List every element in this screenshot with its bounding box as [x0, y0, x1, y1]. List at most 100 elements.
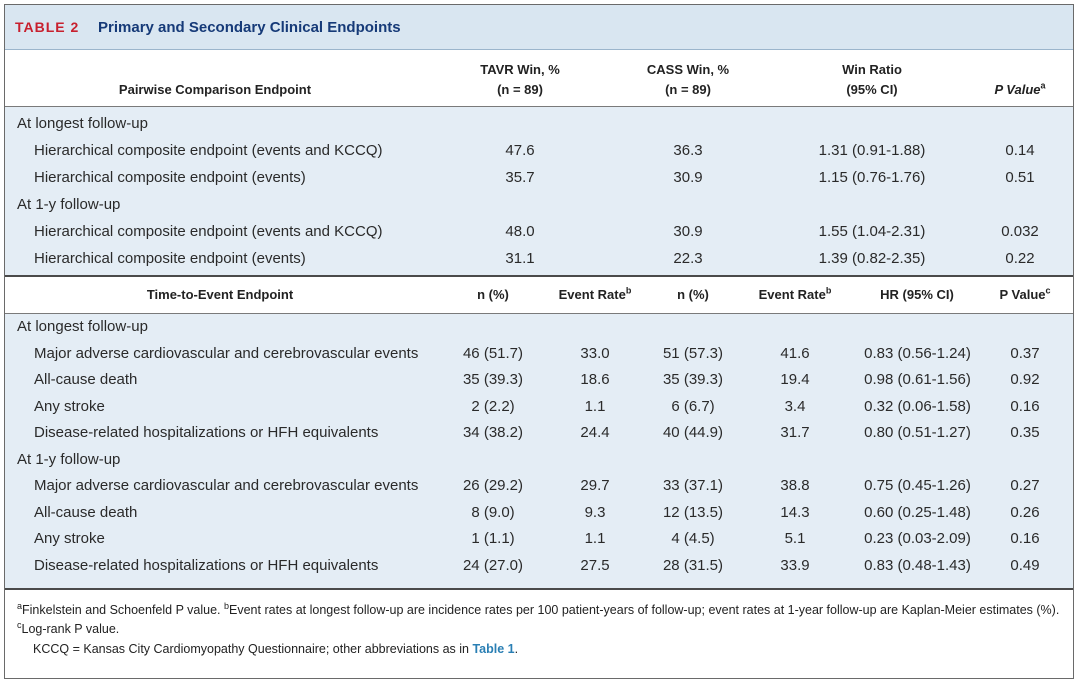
- cell-n2: 33 (37.1): [662, 477, 724, 494]
- pairwise-p-header: P Valuea: [985, 80, 1055, 100]
- cell-p: 0.37: [1010, 344, 1040, 362]
- cell-r1: 1.1: [584, 530, 606, 547]
- table-row: Major adverse cardiovascular and cerebro…: [5, 473, 1073, 499]
- win-ratio-header-line2: (95% CI): [846, 82, 898, 97]
- cell-r2: 19.4: [780, 371, 810, 388]
- tavr-rate-header: Event Rateb: [545, 285, 645, 305]
- cell-n2: 40 (44.9): [662, 424, 724, 441]
- endpoint-label: Hierarchical composite endpoint (events): [34, 169, 306, 186]
- cell-cass: 36.3: [673, 142, 703, 159]
- cell-r1: 9.3: [584, 503, 606, 521]
- cell-r2: 5.1: [784, 530, 806, 547]
- cell-n1: 35 (39.3): [462, 371, 524, 388]
- cell-tavr: 47.6: [505, 142, 535, 159]
- cell-n2: 4 (4.5): [671, 530, 715, 547]
- cass-win-header: CASS Win, % (n = 89): [613, 60, 763, 100]
- hr-header: HR (95% CI): [880, 287, 954, 302]
- footnote-a-text: Finkelstein and Schoenfeld P value.: [22, 603, 224, 617]
- cell-tavr: 48.0: [505, 223, 535, 240]
- win-ratio-header: Win Ratio (95% CI): [797, 60, 947, 100]
- cell-r2: 3.4: [784, 397, 806, 415]
- footnotes: aFinkelstein and Schoenfeld P value. bEv…: [17, 601, 1067, 639]
- cell-n1: 24 (27.0): [462, 556, 524, 574]
- cell-cass: 30.9: [673, 169, 703, 186]
- footnote-a-marker: a: [17, 600, 23, 611]
- cass-rate-header-sup: b: [825, 285, 832, 296]
- table-row: Major adverse cardiovascular and cerebro…: [5, 341, 1073, 367]
- cell-p: 0.51: [1005, 169, 1035, 186]
- cass-win-header-line2: (n = 89): [665, 82, 711, 97]
- cell-n2: 35 (39.3): [662, 371, 724, 388]
- footnote-c-text: Log-rank P value.: [21, 622, 120, 636]
- footnote-c-marker: c: [17, 619, 22, 630]
- table-row: All-cause death 35 (39.3) 18.6 35 (39.3) 19.…: [5, 367, 1073, 393]
- cell-n1: 34 (38.2): [462, 424, 524, 441]
- cell-n2: 12 (13.5): [662, 503, 724, 521]
- table-row: Hierarchical composite endpoint (events …: [5, 138, 1073, 164]
- tavr-win-header: TAVR Win, % (n = 89): [445, 60, 595, 100]
- cell-r1: 29.7: [580, 477, 610, 494]
- tte-header: Time-to-Event Endpoint n (%) Event Rateb…: [5, 277, 1073, 314]
- table-row: Hierarchical composite endpoint (events)…: [5, 246, 1073, 272]
- abbreviations-end: .: [514, 642, 519, 656]
- table-row: Hierarchical composite endpoint (events …: [5, 219, 1073, 245]
- tte-p-header-sup: c: [1045, 285, 1051, 296]
- abbreviations-note: KCCQ = Kansas City Cardiomyopathy Questi…: [33, 642, 518, 656]
- cell-r2: 14.3: [780, 503, 810, 521]
- cell-tavr: 31.1: [505, 250, 535, 267]
- group-label: At 1-y follow-up: [17, 450, 121, 468]
- cell-ratio: 1.55 (1.04-2.31): [818, 223, 926, 240]
- tavr-win-header-line1: TAVR Win, %: [480, 62, 560, 77]
- endpoint-label: All-cause death: [34, 371, 138, 388]
- cell-r2: 31.7: [780, 424, 810, 441]
- win-ratio-header-line1: Win Ratio: [842, 62, 902, 77]
- cell-p: 0.35: [1010, 424, 1040, 441]
- cell-p: 0.14: [1005, 142, 1035, 159]
- table-row: All-cause death 8 (9.0) 9.3 12 (13.5) 14.3 0.…: [5, 500, 1073, 526]
- cell-r1: 27.5: [580, 556, 610, 574]
- footnote-b-marker: b: [224, 600, 230, 611]
- cell-r1: 18.6: [580, 371, 610, 388]
- cell-p: 0.16: [1010, 397, 1040, 415]
- cell-r2: 41.6: [780, 344, 810, 362]
- table-title-bar: TABLE 2 Primary and Secondary Clinical E…: [5, 5, 1073, 50]
- table-row: Any stroke 2 (2.2) 1.1 6 (6.7) 3.4 0.32 (0.06…: [5, 394, 1073, 420]
- endpoint-label: Hierarchical composite endpoint (events): [34, 250, 306, 267]
- pairwise-p-header-sup: a: [1040, 80, 1046, 91]
- cell-n1: 2 (2.2): [471, 397, 515, 415]
- pairwise-endpoint-header: Pairwise Comparison Endpoint: [118, 82, 312, 97]
- endpoint-label: Any stroke: [34, 397, 105, 415]
- tte-endpoint-header: Time-to-Event Endpoint: [146, 287, 294, 302]
- cell-ratio: 1.31 (0.91-1.88): [818, 142, 926, 159]
- tavr-win-header-line2: (n = 89): [497, 82, 543, 97]
- endpoint-label: Major adverse cardiovascular and cerebro…: [34, 344, 419, 362]
- endpoint-label: Any stroke: [34, 530, 105, 547]
- cell-ratio: 1.15 (0.76-1.76): [818, 169, 926, 186]
- pairwise-body: At longest follow-up Hierarchical composi…: [5, 107, 1073, 277]
- cell-n2: 28 (31.5): [662, 556, 724, 574]
- cell-tavr: 35.7: [505, 169, 535, 186]
- cell-r1: 33.0: [580, 344, 610, 362]
- cell-p: 0.22: [1005, 250, 1035, 267]
- cell-n1: 46 (51.7): [462, 344, 524, 362]
- table-row: Disease-related hospitalizations or HFH …: [5, 553, 1073, 579]
- cell-n1: 1 (1.1): [471, 530, 515, 547]
- cell-hr: 0.83 (0.56-1.24): [864, 344, 971, 362]
- table1-link[interactable]: Table 1: [472, 642, 515, 656]
- cell-hr: 0.60 (0.25-1.48): [864, 503, 971, 521]
- cell-p: 0.16: [1010, 530, 1040, 547]
- pairwise-header: Pairwise Comparison Endpoint TAVR Win, %…: [5, 50, 1073, 107]
- table-row: Disease-related hospitalizations or HFH …: [5, 420, 1073, 446]
- pairwise-p-header-text: P Value: [994, 82, 1041, 97]
- cell-r2: 38.8: [780, 477, 810, 494]
- endpoint-label: Disease-related hospitalizations or HFH …: [34, 424, 379, 441]
- cell-hr: 0.83 (0.48-1.43): [864, 556, 971, 574]
- cass-win-header-line1: CASS Win, %: [646, 62, 730, 77]
- cell-n1: 26 (29.2): [462, 477, 524, 494]
- cell-n2: 6 (6.7): [671, 397, 715, 415]
- tte-p-header-text: P Value: [999, 287, 1046, 302]
- cell-hr: 0.23 (0.03-2.09): [864, 530, 971, 547]
- table-row: Any stroke 1 (1.1) 1.1 4 (4.5) 5.1 0.23 (0.03…: [5, 526, 1073, 552]
- table-title: Primary and Secondary Clinical Endpoints: [98, 19, 401, 36]
- endpoint-label: Hierarchical composite endpoint (events …: [34, 223, 383, 240]
